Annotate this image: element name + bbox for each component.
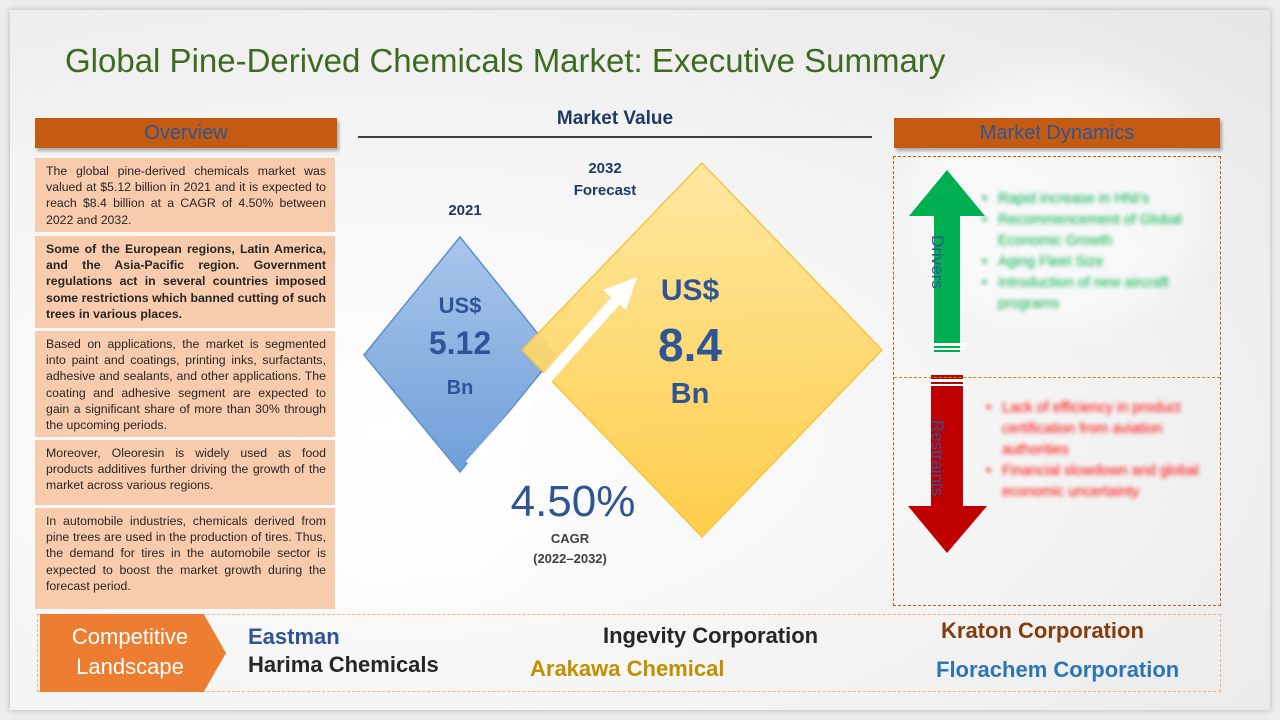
value-2021-number: 5.12	[428, 325, 492, 361]
competitive-landscape-label: Competitive Landscape	[40, 622, 220, 682]
cagr-period: (2022–2032)	[533, 551, 607, 566]
driver-item: Recommencement of Global Economic Growth	[982, 210, 1207, 252]
market-value-underline	[358, 136, 872, 138]
market-dynamics-divider	[894, 377, 1220, 378]
driver-item: Introduction of new aircraft programs	[982, 273, 1207, 315]
overview-paragraph: In automobile industries, chemicals deri…	[35, 508, 335, 609]
market-dynamics-box	[893, 156, 1221, 606]
value-2032-number: 8.4	[658, 319, 722, 371]
year-2032-forecast: Forecast	[573, 182, 637, 199]
driver-item: Rapid increase in HNI's	[982, 189, 1207, 210]
overview-paragraph: Based on applications, the market is seg…	[35, 331, 335, 437]
cagr-label: CAGR	[550, 531, 590, 546]
value-2032-currency: US$	[660, 274, 720, 307]
overview-paragraph: Moreover, Oleoresin is widely used as fo…	[35, 440, 335, 505]
drivers-label: Drivers	[928, 235, 947, 289]
diamond-2032	[520, 161, 884, 539]
restraints-down-arrow-icon	[908, 375, 987, 553]
overview-paragraph: Some of the European regions, Latin Amer…	[35, 236, 335, 328]
overview-paragraph: The global pine-derived chemicals market…	[35, 158, 335, 232]
market-dynamics-header: Market Dynamics	[894, 118, 1220, 148]
diamond-2021	[363, 235, 556, 474]
company-arakawa: Arakawa Chemical	[530, 656, 725, 681]
page-title: Global Pine-Derived Chemicals Market: Ex…	[65, 42, 946, 79]
value-2021-unit: Bn	[446, 377, 474, 399]
company-eastman: Eastman	[248, 624, 340, 649]
value-2032-unit: Bn	[670, 378, 710, 410]
competitive-landscape-chevron	[40, 614, 226, 692]
restraints-label: Restraints	[928, 419, 947, 497]
drivers-up-arrow-icon	[909, 170, 985, 352]
year-2021-label: 2021	[448, 202, 482, 219]
market-value-title: Market Value	[556, 108, 674, 129]
restraint-item: Financial slowdown and global economic u…	[986, 461, 1211, 503]
restraints-list: Lack of efficiency in product certificat…	[986, 398, 1211, 503]
company-harima: Harima Chemicals	[248, 652, 439, 677]
growth-arrow-icon	[465, 277, 637, 469]
competitive-label-line2: Landscape	[76, 654, 184, 679]
restraint-item: Lack of efficiency in product certificat…	[986, 398, 1211, 461]
competitive-landscape-box	[37, 614, 1221, 692]
year-2032-label: 2032 Forecast	[555, 158, 655, 202]
competitive-label-line1: Competitive	[71, 624, 189, 649]
drivers-list: Rapid increase in HNI's Recommencement o…	[982, 189, 1207, 315]
driver-item: Aging Fleet Size	[982, 252, 1207, 273]
company-kraton: Kraton Corporation	[941, 618, 1144, 643]
year-2032-year: 2032	[588, 160, 622, 177]
overview-header: Overview	[35, 118, 337, 148]
company-florachem: Florachem Corporation	[936, 657, 1180, 682]
cagr-value: 4.50%	[510, 477, 636, 526]
company-ingevity: Ingevity Corporation	[603, 623, 819, 648]
value-2021-currency: US$	[438, 293, 482, 318]
